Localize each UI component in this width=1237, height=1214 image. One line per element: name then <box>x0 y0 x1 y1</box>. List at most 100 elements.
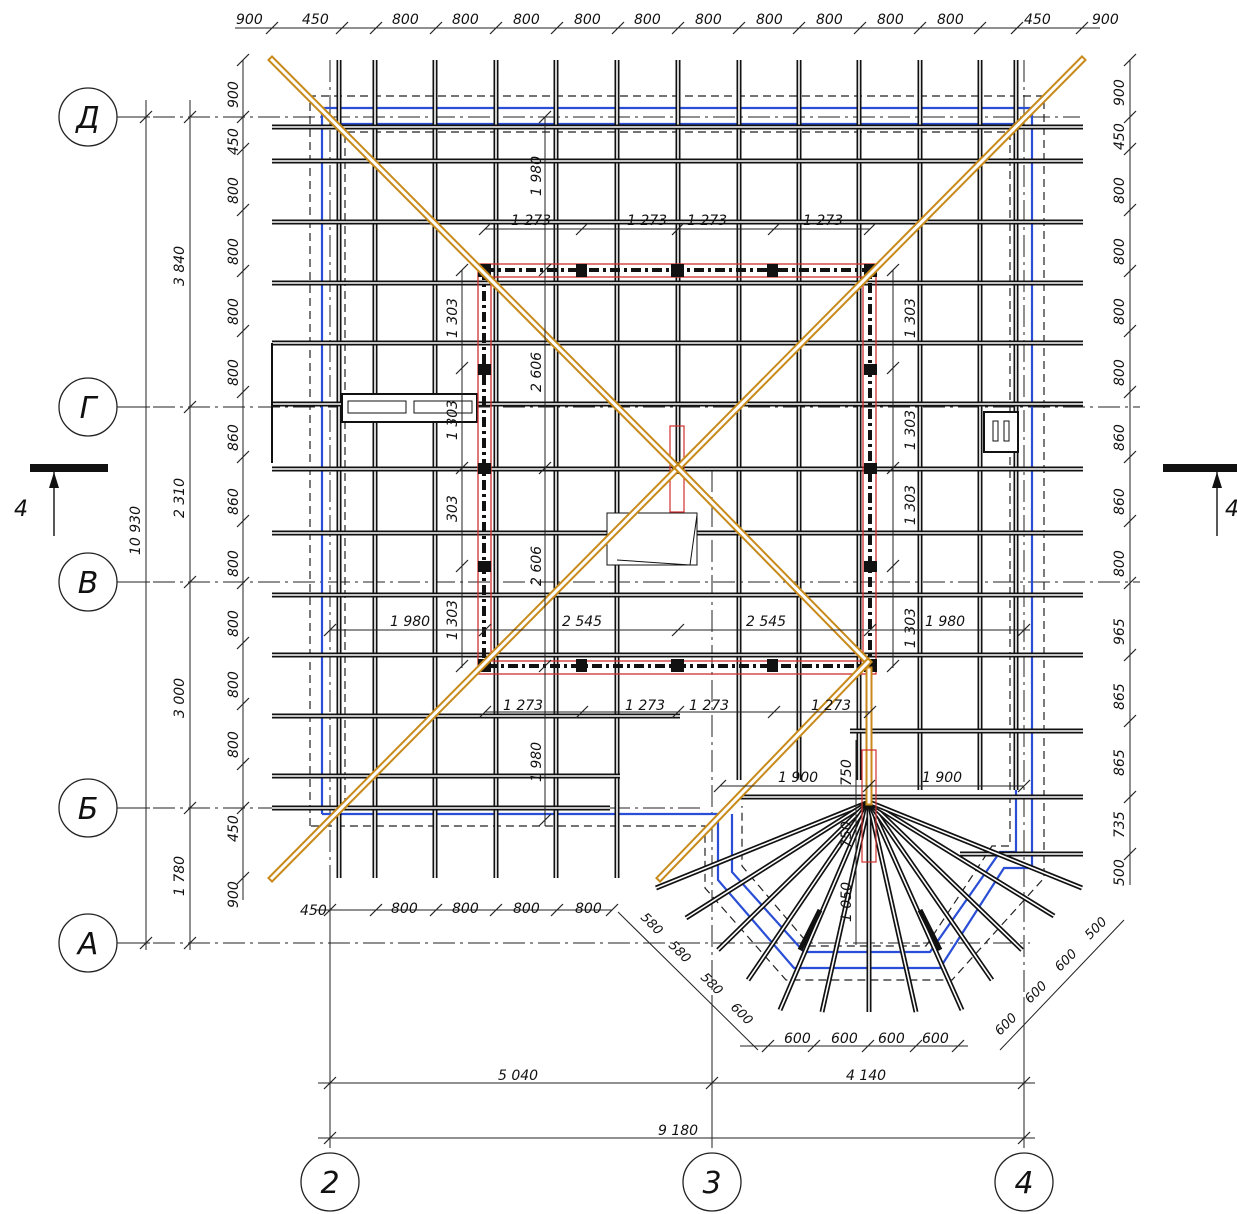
dim-vertical-span-0: 2 606 <box>529 352 545 392</box>
dim-right-1: 450 <box>1112 123 1128 150</box>
dim-left-outer-0: 3 840 <box>172 246 188 286</box>
dim-frame-top-3: 1 273 <box>803 213 843 229</box>
dim-right-10: 865 <box>1112 683 1128 710</box>
dim-top-3: 800 <box>452 12 479 28</box>
dim-oct-bottom-2: 600 <box>878 1031 905 1047</box>
dim-left-8: 800 <box>226 550 242 577</box>
dim-bay-small-1: 750 <box>839 821 855 848</box>
dim-left-5: 800 <box>226 359 242 386</box>
dim-bay-small-0: 750 <box>839 759 855 786</box>
axis-bubble-row: Б <box>58 778 150 838</box>
bay-radial-rafters <box>655 799 1083 1013</box>
dim-oct-left-0: 580 <box>637 910 665 938</box>
dim-left-4: 800 <box>226 298 242 325</box>
section-label-left: 4 <box>14 497 28 522</box>
dim-frame-bottom-1: 1 273 <box>625 698 665 714</box>
dim-frame-top-1: 1 273 <box>627 213 667 229</box>
dim-total-width: 9 180 <box>658 1123 698 1139</box>
dim-frame-right-1: 1 303 <box>903 410 919 450</box>
dim-right-5: 800 <box>1112 359 1128 386</box>
axis-label-col-0: 2 <box>320 1166 339 1201</box>
axis-label-row-3: Б <box>78 792 99 827</box>
dim-right-11: 865 <box>1112 749 1128 776</box>
dim-frame-right-2: 1 303 <box>903 485 919 525</box>
dim-top-13: 900 <box>1092 12 1119 28</box>
dim-oct-bottom-1: 600 <box>831 1031 858 1047</box>
section-marker-left: 4 <box>14 464 108 536</box>
dim-vertical-span-1: 2 606 <box>529 546 545 586</box>
dim-half-span-1: 2 545 <box>746 614 786 630</box>
dim-frame-top-0: 1 273 <box>511 213 551 229</box>
axis-label-col-1: 3 <box>702 1166 721 1201</box>
dim-frame-left-3: 1 303 <box>445 600 461 640</box>
dim-top-4: 800 <box>513 12 540 28</box>
dim-right-6: 860 <box>1112 424 1128 451</box>
dim-left-outer-3: 1 780 <box>172 856 188 896</box>
dim-bottom-rafter-4: 800 <box>575 901 602 917</box>
dim-bottom-rafter-2: 800 <box>452 901 479 917</box>
dim-bottom-rafter-1: 800 <box>391 901 418 917</box>
column-axis-markers: 2 3 4 <box>300 1152 1054 1212</box>
dim-right-4: 800 <box>1112 298 1128 325</box>
horizontal-rafters <box>272 124 1083 857</box>
dim-bay-depth: 1 050 <box>839 882 855 922</box>
dim-right-0: 900 <box>1112 79 1128 106</box>
dim-top-2: 800 <box>392 12 419 28</box>
dim-left-7: 860 <box>226 488 242 515</box>
dim-chain-1: 4 140 <box>846 1068 886 1084</box>
dim-overhang-left: 1 980 <box>390 614 430 630</box>
dim-oct-right-3: 600 <box>992 1011 1020 1039</box>
dimension-lines <box>139 21 1137 1148</box>
dim-frame-top-2: 1 273 <box>687 213 727 229</box>
dim-top-5: 800 <box>574 12 601 28</box>
dim-frame-bottom-3: 1 273 <box>811 698 851 714</box>
dim-left-10: 800 <box>226 671 242 698</box>
axis-label-row-1: Г <box>80 391 99 426</box>
roof-openings <box>271 343 1019 566</box>
dim-left-13: 900 <box>226 881 242 908</box>
dim-left-2: 800 <box>226 177 242 204</box>
dim-left-3: 800 <box>226 238 242 265</box>
axis-bubble-row: В <box>58 552 150 612</box>
dim-oct-bottom-0: 600 <box>784 1031 811 1047</box>
dim-right-13: 500 <box>1112 859 1128 886</box>
dim-right-2: 800 <box>1112 177 1128 204</box>
dim-top-1: 450 <box>302 12 329 28</box>
dim-left-11: 800 <box>226 731 242 758</box>
dim-right-3: 800 <box>1112 238 1128 265</box>
dim-frame-left-1: 1 303 <box>445 400 461 440</box>
axis-bubble-row: Д <box>58 87 150 147</box>
axis-bubble-row: А <box>58 913 150 973</box>
dim-frame-right-3: 1 303 <box>903 608 919 648</box>
dim-frame-bottom-2: 1 273 <box>689 698 729 714</box>
dimension-texts: 900 450 800 800 800 800 800 800 800 800 … <box>128 12 1128 1139</box>
dim-half-span-0: 2 545 <box>562 614 602 630</box>
row-axis-markers: Д Г В Б А <box>58 87 150 973</box>
dim-frame-left-2: 303 <box>445 495 461 522</box>
axis-bubble-row: Г <box>58 377 150 437</box>
dim-frame-left-0: 1 303 <box>445 298 461 338</box>
dim-right-8: 800 <box>1112 550 1128 577</box>
dim-bottom-rafter-3: 800 <box>513 901 540 917</box>
dim-left-6: 860 <box>226 424 242 451</box>
dim-right-7: 860 <box>1112 488 1128 515</box>
dim-top-9: 800 <box>816 12 843 28</box>
dim-top-10: 800 <box>877 12 904 28</box>
dim-left-total: 10 930 <box>128 506 144 555</box>
axis-label-row-4: А <box>76 927 99 962</box>
dim-top-7: 800 <box>695 12 722 28</box>
dim-frame-bottom-0: 1 273 <box>503 698 543 714</box>
dim-left-9: 800 <box>226 610 242 637</box>
dim-top-8: 800 <box>756 12 783 28</box>
dim-right-12: 735 <box>1112 811 1128 838</box>
section-marker-right: 4 <box>1163 464 1237 536</box>
dim-left-outer-2: 3 000 <box>172 678 188 718</box>
dim-top-11: 800 <box>937 12 964 28</box>
dim-left-1: 450 <box>226 128 242 155</box>
dim-oct-right-2: 600 <box>1022 979 1050 1007</box>
dim-left-outer-1: 2 310 <box>172 478 188 518</box>
section-label-right: 4 <box>1225 497 1237 522</box>
dim-top-0: 900 <box>236 12 263 28</box>
dim-overhang-bottom: 1 980 <box>529 742 545 782</box>
dim-left-0: 900 <box>226 81 242 108</box>
